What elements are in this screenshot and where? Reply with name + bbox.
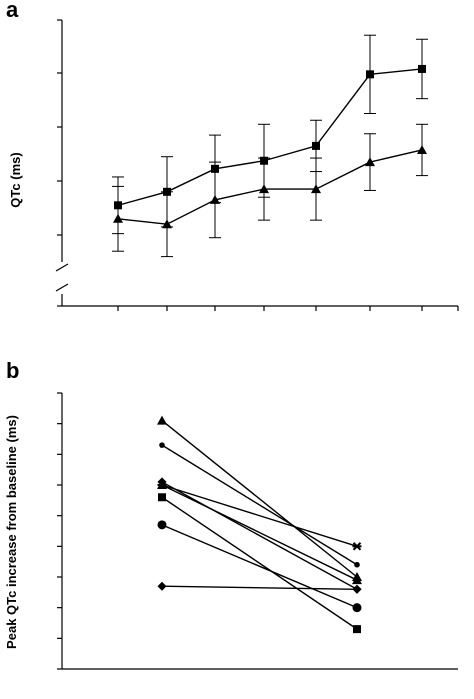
data-point bbox=[113, 213, 123, 223]
subject-line bbox=[157, 581, 362, 594]
panel-b-y-axis-title: Peak QTc increase from baseline (ms) bbox=[4, 415, 19, 649]
data-point-shape bbox=[311, 184, 321, 194]
data-point-shape bbox=[365, 157, 375, 167]
subject-connector bbox=[161, 524, 358, 609]
panel-b-series bbox=[157, 415, 362, 634]
data-point-shape bbox=[162, 219, 172, 229]
data-point-shape bbox=[113, 213, 123, 223]
post-point-shape bbox=[352, 603, 362, 613]
pre-point-shape bbox=[157, 581, 167, 591]
subject-connector bbox=[161, 420, 358, 578]
series-triangle bbox=[112, 123, 428, 258]
data-point bbox=[311, 184, 321, 194]
pre-point bbox=[158, 493, 166, 502]
post-point-shape bbox=[354, 561, 360, 568]
data-point bbox=[312, 141, 320, 150]
panel-a-label: a bbox=[6, 0, 19, 22]
pre-point-shape bbox=[158, 493, 166, 502]
post-point bbox=[352, 603, 362, 613]
data-point-shape bbox=[366, 70, 374, 79]
subject-line bbox=[158, 493, 361, 634]
data-point bbox=[210, 194, 220, 204]
data-point bbox=[259, 184, 269, 194]
series-line bbox=[117, 149, 423, 225]
panel-a-y-axis-title: QTc (ms) bbox=[8, 152, 23, 207]
panel-b-axes bbox=[57, 392, 458, 670]
data-point bbox=[162, 219, 172, 229]
data-point bbox=[417, 144, 427, 154]
panel-a-chart: a QTc (ms) bbox=[6, 0, 459, 311]
data-point-shape bbox=[417, 144, 427, 154]
panel-b-chart: b Peak QTc increase from baseline (ms) bbox=[4, 358, 458, 670]
data-point bbox=[366, 70, 374, 79]
post-point-shape bbox=[352, 575, 362, 585]
subject-connector bbox=[161, 585, 358, 590]
pre-point-shape bbox=[159, 442, 165, 448]
post-point bbox=[352, 575, 362, 585]
data-point-shape bbox=[312, 141, 320, 150]
pre-point bbox=[157, 480, 167, 490]
subject-connector bbox=[161, 481, 358, 590]
subject-connector bbox=[161, 496, 358, 630]
axis-break-mark-1 bbox=[55, 263, 69, 272]
pre-point bbox=[157, 415, 167, 425]
pre-point-shape bbox=[157, 415, 167, 425]
pre-point bbox=[159, 442, 165, 448]
series-square bbox=[112, 34, 428, 235]
subject-line bbox=[157, 480, 362, 551]
panel-b-label: b bbox=[6, 358, 19, 383]
data-point-shape bbox=[418, 64, 426, 73]
subject-connector bbox=[161, 444, 358, 566]
subject-connector bbox=[161, 484, 358, 581]
panel-a-series bbox=[112, 34, 428, 258]
post-point bbox=[354, 561, 360, 568]
data-point-shape bbox=[259, 184, 269, 194]
subject-line bbox=[157, 520, 362, 613]
axis-break-mark-2 bbox=[55, 283, 69, 292]
data-point-shape bbox=[210, 194, 220, 204]
data-point bbox=[365, 157, 375, 167]
data-point bbox=[418, 64, 426, 73]
pre-point bbox=[157, 581, 167, 591]
pre-point-shape bbox=[157, 520, 167, 530]
post-point-shape bbox=[352, 584, 362, 594]
subject-connector bbox=[161, 484, 358, 548]
panel-a-axes bbox=[55, 19, 459, 311]
post-point bbox=[353, 625, 361, 634]
post-point-shape bbox=[353, 625, 361, 634]
subject-line bbox=[159, 442, 360, 568]
pre-point bbox=[157, 520, 167, 530]
series-line bbox=[117, 68, 423, 206]
post-point bbox=[352, 542, 362, 551]
post-point bbox=[352, 584, 362, 594]
